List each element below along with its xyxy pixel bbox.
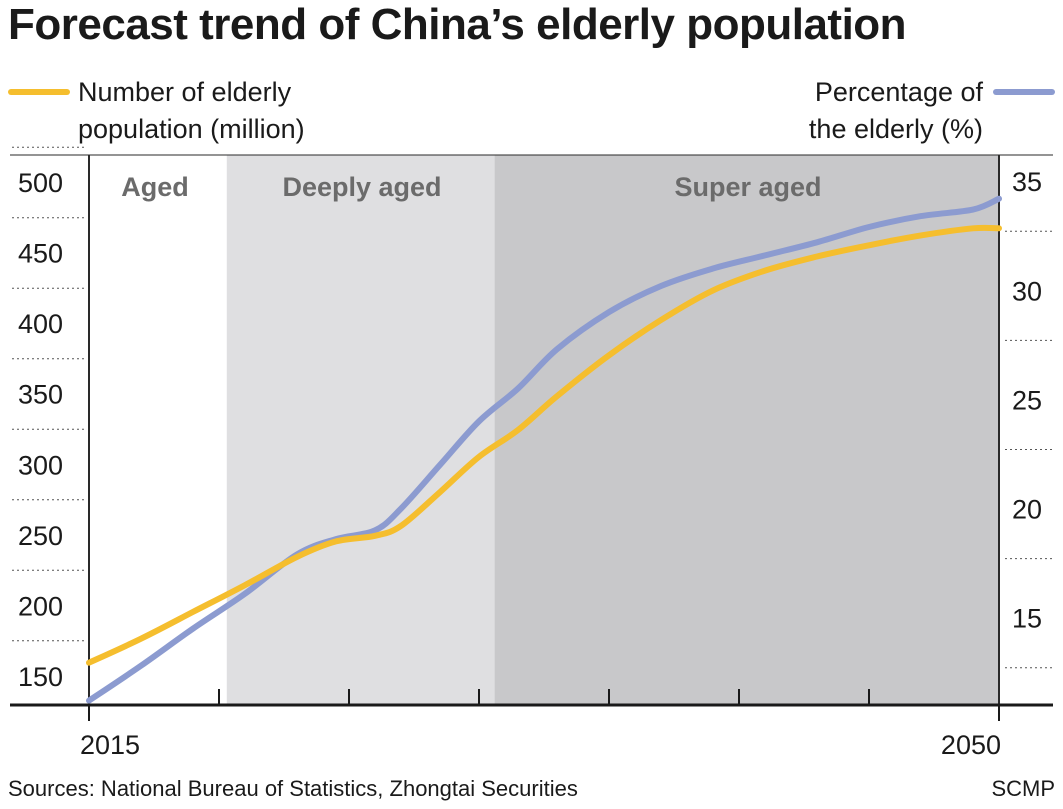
phase-band-aged (89, 155, 227, 705)
left-tick-label-250: 250 (18, 521, 63, 551)
credit-label: SCMP (991, 776, 1055, 801)
percentage-legend-swatch (993, 89, 1055, 95)
right-tick-label-25: 25 (1012, 385, 1042, 415)
phase-label-super-aged: Super aged (674, 172, 821, 202)
population-legend-line1: Number of elderly (78, 77, 292, 107)
left-tick-label-350: 350 (18, 380, 63, 410)
population-legend-swatch (8, 89, 70, 95)
left-tick-label-450: 450 (18, 239, 63, 269)
population-legend: Number of elderly population (million) (78, 74, 305, 148)
x-tick-label-start: 2015 (80, 730, 140, 760)
percentage-legend: Percentage of the elderly (%) (809, 74, 983, 148)
population-legend-line2: population (million) (78, 114, 305, 144)
right-tick-label-20: 20 (1012, 495, 1042, 525)
left-tick-label-150: 150 (18, 662, 63, 692)
right-tick-label-15: 15 (1012, 604, 1042, 634)
left-tick-label-500: 500 (18, 168, 63, 198)
x-tick-label-end: 2050 (941, 730, 1001, 760)
left-tick-label-200: 200 (18, 591, 63, 621)
phase-label-aged: Aged (121, 172, 189, 202)
phase-band-deeply-aged (226, 155, 495, 705)
percentage-legend-line2: the elderly (%) (808, 114, 983, 144)
source-note: Sources: National Bureau of Statistics, … (8, 776, 578, 801)
chart-title: Forecast trend of China’s elderly popula… (8, 0, 907, 49)
phase-band-super-aged (494, 155, 999, 705)
population-series-line (86, 224, 1002, 666)
left-tick-label-300: 300 (18, 450, 63, 480)
right-tick-label-30: 30 (1012, 276, 1042, 306)
left-tick-label-400: 400 (18, 309, 63, 339)
phase-label-deeply-aged: Deeply aged (282, 172, 441, 202)
percentage-series-line (86, 195, 1002, 704)
right-tick-label-35: 35 (1012, 167, 1042, 197)
percentage-legend-line1: Percentage of (814, 77, 983, 107)
